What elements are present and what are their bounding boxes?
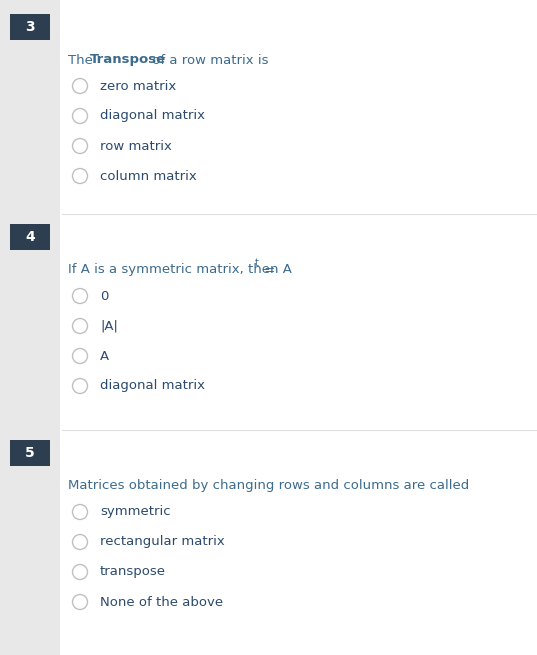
Text: 0: 0 bbox=[100, 290, 108, 303]
Text: t: t bbox=[255, 258, 259, 268]
Text: Matrices obtained by changing rows and columns are called: Matrices obtained by changing rows and c… bbox=[68, 479, 469, 493]
Text: 3: 3 bbox=[25, 20, 35, 34]
FancyBboxPatch shape bbox=[0, 0, 60, 655]
Text: diagonal matrix: diagonal matrix bbox=[100, 109, 205, 122]
Text: transpose: transpose bbox=[100, 565, 166, 578]
Text: If A is a symmetric matrix, then A: If A is a symmetric matrix, then A bbox=[68, 263, 292, 276]
Circle shape bbox=[72, 79, 88, 94]
Circle shape bbox=[72, 379, 88, 394]
Text: of a row matrix is: of a row matrix is bbox=[149, 54, 269, 67]
Text: The: The bbox=[68, 54, 97, 67]
Circle shape bbox=[72, 565, 88, 580]
FancyBboxPatch shape bbox=[10, 14, 50, 40]
Text: |A|: |A| bbox=[100, 320, 118, 333]
Text: row matrix: row matrix bbox=[100, 140, 172, 153]
Text: 5: 5 bbox=[25, 446, 35, 460]
Circle shape bbox=[72, 534, 88, 550]
Circle shape bbox=[72, 504, 88, 519]
Circle shape bbox=[72, 168, 88, 183]
Text: diagonal matrix: diagonal matrix bbox=[100, 379, 205, 392]
Text: None of the above: None of the above bbox=[100, 595, 223, 608]
Text: column matrix: column matrix bbox=[100, 170, 197, 183]
Circle shape bbox=[72, 348, 88, 364]
Text: zero matrix: zero matrix bbox=[100, 79, 176, 92]
Circle shape bbox=[72, 595, 88, 610]
Circle shape bbox=[72, 109, 88, 124]
Circle shape bbox=[72, 288, 88, 303]
FancyBboxPatch shape bbox=[10, 224, 50, 250]
Text: =: = bbox=[259, 263, 275, 276]
Text: symmetric: symmetric bbox=[100, 506, 171, 519]
Circle shape bbox=[72, 318, 88, 333]
Text: rectangular matrix: rectangular matrix bbox=[100, 536, 225, 548]
Circle shape bbox=[72, 138, 88, 153]
FancyBboxPatch shape bbox=[10, 440, 50, 466]
Text: 4: 4 bbox=[25, 230, 35, 244]
FancyBboxPatch shape bbox=[60, 0, 537, 655]
Text: Transpose: Transpose bbox=[90, 54, 166, 67]
Text: A: A bbox=[100, 350, 109, 362]
